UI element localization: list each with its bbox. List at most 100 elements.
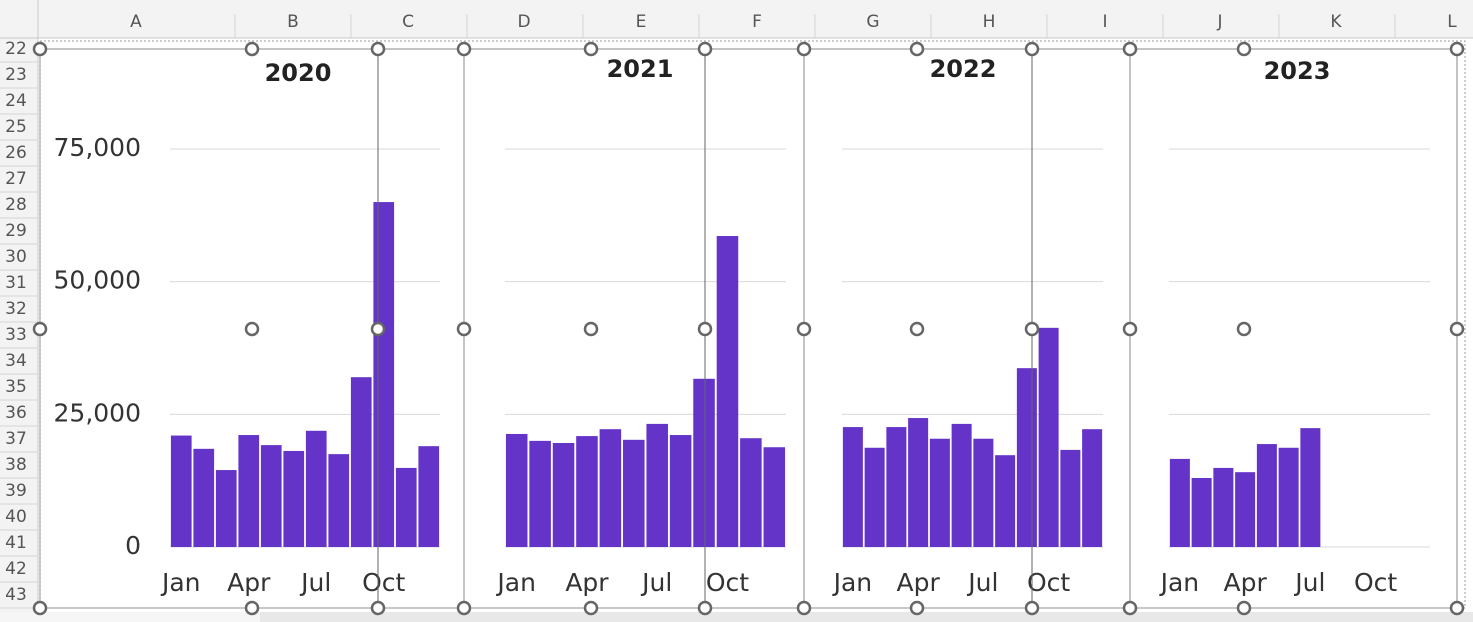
row-header[interactable]: 30 <box>5 247 27 267</box>
bar <box>215 470 237 547</box>
bar <box>1082 429 1103 547</box>
resize-handle[interactable] <box>244 41 260 57</box>
column-header[interactable]: B <box>287 12 299 32</box>
resize-handle[interactable] <box>583 41 599 57</box>
sheet-tab[interactable] <box>0 612 260 622</box>
sheet-grid: A B C D E F G H I J K L 22 23 24 25 26 27 28 29 30 31 32 33 34 35… <box>0 12 1457 609</box>
resize-handle[interactable] <box>697 600 713 616</box>
bar <box>238 435 260 547</box>
resize-handle[interactable] <box>583 600 599 616</box>
row-header[interactable]: 41 <box>5 533 27 553</box>
resize-handle[interactable] <box>583 321 599 337</box>
resize-handle[interactable] <box>32 41 48 57</box>
row-header[interactable]: 29 <box>5 221 27 241</box>
row-header[interactable]: 37 <box>5 429 27 449</box>
chart[interactable]: 2022 Jan Apr Jul Oct <box>803 48 1131 609</box>
column-header[interactable]: J <box>1216 12 1222 32</box>
bar <box>1235 472 1256 547</box>
row-header[interactable]: 32 <box>5 299 27 319</box>
row-header[interactable]: 23 <box>5 65 27 85</box>
chart-title: 2020 <box>265 59 332 87</box>
row-header[interactable]: 34 <box>5 351 27 371</box>
resize-handle[interactable] <box>796 321 812 337</box>
bar <box>1191 478 1212 547</box>
chart-title: 2023 <box>1264 57 1331 85</box>
x-tick-label: Jul <box>299 568 331 597</box>
row-header[interactable]: 26 <box>5 143 27 163</box>
resize-handle[interactable] <box>32 600 48 616</box>
bar <box>669 435 692 547</box>
column-header[interactable]: F <box>752 12 762 32</box>
bar <box>908 418 929 547</box>
resize-handle[interactable] <box>1122 41 1138 57</box>
bar <box>505 433 528 547</box>
x-tick-label: Oct <box>706 568 749 597</box>
row-header[interactable]: 22 <box>5 39 27 59</box>
row-header[interactable]: 42 <box>5 559 27 579</box>
bar <box>763 447 786 547</box>
row-header[interactable]: 33 <box>5 325 27 345</box>
row-header[interactable]: 36 <box>5 403 27 423</box>
resize-handle[interactable] <box>1449 321 1465 337</box>
row-header[interactable]: 43 <box>5 585 27 605</box>
column-header[interactable]: E <box>636 12 647 32</box>
column-header[interactable]: I <box>1102 12 1107 32</box>
row-header[interactable]: 40 <box>5 507 27 527</box>
x-tick-label: Jul <box>1293 568 1325 597</box>
resize-handle[interactable] <box>697 321 713 337</box>
resize-handle[interactable] <box>456 321 472 337</box>
row-header[interactable]: 39 <box>5 481 27 501</box>
resize-handle[interactable] <box>909 41 925 57</box>
column-header[interactable]: H <box>983 12 996 32</box>
bar <box>1300 428 1321 547</box>
column-header[interactable]: C <box>402 12 414 32</box>
bar <box>1169 458 1190 547</box>
row-header[interactable]: 24 <box>5 91 27 111</box>
column-header[interactable]: L <box>1447 12 1457 32</box>
resize-handle[interactable] <box>697 41 713 57</box>
resize-handle[interactable] <box>456 41 472 57</box>
bar <box>1016 368 1037 547</box>
chart[interactable]: 2023 Jan Apr Jul Oct <box>1129 48 1458 609</box>
x-tick-label: Jan <box>832 568 873 597</box>
row-header[interactable]: 25 <box>5 117 27 137</box>
bar <box>740 438 762 547</box>
resize-handle[interactable] <box>456 600 472 616</box>
resize-handle[interactable] <box>796 600 812 616</box>
column-header[interactable]: D <box>517 12 530 32</box>
chart[interactable]: 2021 Jan Apr Jul Oct <box>463 48 805 609</box>
resize-handle[interactable] <box>1024 600 1040 616</box>
bar <box>418 446 440 547</box>
row-header[interactable]: 38 <box>5 455 27 475</box>
resize-handle[interactable] <box>1236 600 1252 616</box>
resize-handle[interactable] <box>796 41 812 57</box>
resize-handle[interactable] <box>1122 321 1138 337</box>
resize-handle[interactable] <box>909 321 925 337</box>
row-header[interactable]: 28 <box>5 195 27 215</box>
resize-handle[interactable] <box>32 321 48 337</box>
row-header[interactable]: 31 <box>5 273 27 293</box>
resize-handle[interactable] <box>1024 321 1040 337</box>
resize-handle[interactable] <box>1449 600 1465 616</box>
resize-handle[interactable] <box>244 600 260 616</box>
column-header[interactable]: A <box>130 12 142 32</box>
resize-handle[interactable] <box>370 41 386 57</box>
resize-handle[interactable] <box>370 321 386 337</box>
bar <box>693 378 715 547</box>
row-header[interactable]: 35 <box>5 377 27 397</box>
x-tick-label: Jan <box>1159 568 1200 597</box>
resize-handle[interactable] <box>909 600 925 616</box>
column-header[interactable]: K <box>1330 12 1342 32</box>
resize-handle[interactable] <box>1122 600 1138 616</box>
bar <box>995 455 1016 547</box>
resize-handle[interactable] <box>1236 41 1252 57</box>
row-header[interactable]: 27 <box>5 169 27 189</box>
resize-handle[interactable] <box>1024 41 1040 57</box>
resize-handle[interactable] <box>1236 321 1252 337</box>
column-header[interactable]: G <box>866 12 879 32</box>
resize-handle[interactable] <box>1449 41 1465 57</box>
bar <box>864 447 885 547</box>
resize-handle[interactable] <box>244 321 260 337</box>
resize-handle[interactable] <box>370 600 386 616</box>
bar <box>1060 449 1081 547</box>
